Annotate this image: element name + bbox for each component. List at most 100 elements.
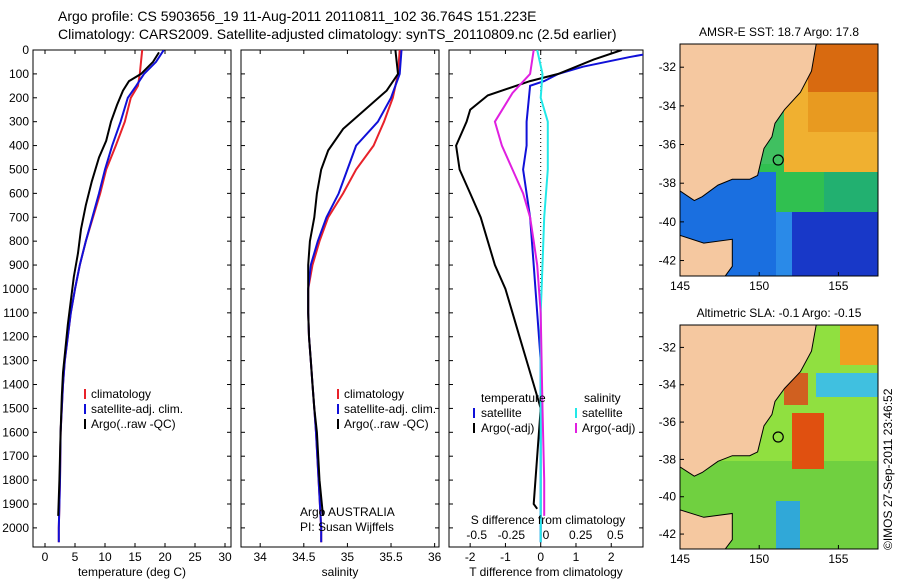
heatmap-cell	[848, 541, 856, 549]
heatmap-cell	[728, 268, 736, 276]
y-tick-label: 400	[9, 139, 29, 153]
heatmap-cell	[784, 124, 792, 132]
heatmap-cell	[776, 116, 784, 124]
heatmap-cell	[824, 244, 832, 252]
heatmap-cell	[736, 180, 744, 188]
heatmap-cell	[736, 509, 744, 517]
heatmap-cell	[760, 236, 768, 244]
heatmap-cell	[760, 180, 768, 188]
heatmap-cell	[752, 220, 760, 228]
heatmap-cell	[872, 68, 878, 76]
heatmap-cell	[848, 493, 856, 501]
heatmap-cell	[864, 260, 872, 268]
heatmap-cell	[792, 405, 800, 413]
heatmap-cell	[856, 485, 864, 493]
heatmap-cell	[848, 357, 856, 365]
heatmap-cell	[816, 397, 824, 405]
heatmap-cell	[872, 164, 878, 172]
heatmap-cell	[816, 220, 824, 228]
heatmap-cell	[776, 445, 784, 453]
heatmap-cell	[864, 365, 872, 373]
heatmap-cell	[832, 485, 840, 493]
legend-label: salinity	[584, 391, 621, 405]
panel-differences-frame	[448, 49, 644, 548]
heatmap-cell	[784, 517, 792, 525]
heatmap-cell	[776, 469, 784, 477]
y-tick-label: 1700	[2, 449, 29, 463]
legend-label: climatology	[344, 387, 404, 401]
heatmap-cell	[872, 501, 878, 509]
heatmap-cell	[856, 349, 864, 357]
y-tick-label: 500	[9, 162, 29, 176]
heatmap-cell	[840, 116, 848, 124]
heatmap-cell	[840, 124, 848, 132]
heatmap-cell	[864, 349, 872, 357]
heatmap-cell	[736, 204, 744, 212]
heatmap-cell	[776, 204, 784, 212]
heatmap-cell	[776, 541, 784, 549]
heatmap-cell	[832, 196, 840, 204]
heatmap-cell	[864, 148, 872, 156]
heatmap-cell	[800, 204, 808, 212]
heatmap-cell	[840, 461, 848, 469]
heatmap-cell	[864, 461, 872, 469]
heatmap-cell	[728, 469, 736, 477]
heatmap-cell	[728, 509, 736, 517]
heatmap-cell	[784, 477, 792, 485]
heatmap-cell	[696, 220, 704, 228]
heatmap-cell	[720, 485, 728, 493]
heatmap-cell	[712, 188, 720, 196]
heatmap-cell	[816, 469, 824, 477]
heatmap-cell	[872, 541, 878, 549]
heatmap-cell	[848, 148, 856, 156]
heatmap-cell	[728, 196, 736, 204]
heatmap-cell	[824, 92, 832, 100]
heatmap-cell	[832, 268, 840, 276]
heatmap-cell	[720, 220, 728, 228]
heatmap-cell	[800, 252, 808, 260]
heatmap-cell	[768, 453, 776, 461]
x-tick-label: 1	[573, 550, 580, 564]
heatmap-cell	[784, 485, 792, 493]
legend-label: Argo(..raw -QC)	[344, 417, 429, 431]
heatmap-cell	[800, 220, 808, 228]
heatmap-cell	[768, 429, 776, 437]
heatmap-cell	[840, 140, 848, 148]
heatmap-cell	[752, 180, 760, 188]
figure-title-line-1: Argo profile: CS 5903656_19 11-Aug-2011 …	[58, 8, 537, 24]
heatmap-cell	[776, 485, 784, 493]
heatmap-cell	[800, 124, 808, 132]
heatmap-cell	[688, 493, 696, 501]
heatmap-cell	[816, 260, 824, 268]
heatmap-cell	[848, 437, 856, 445]
x-tick-label: 0	[537, 550, 544, 564]
x-tick-label: 155	[828, 279, 848, 293]
argo-position-marker	[772, 431, 784, 443]
heatmap-cell	[800, 533, 808, 541]
heatmap-cell	[800, 365, 808, 373]
heatmap-cell	[824, 164, 832, 172]
heatmap-cell	[760, 252, 768, 260]
heatmap-cell	[768, 228, 776, 236]
heatmap-cell	[832, 413, 840, 421]
heatmap-cell	[832, 397, 840, 405]
heatmap-cell	[752, 501, 760, 509]
heatmap-cell	[864, 333, 872, 341]
heatmap-cell	[736, 517, 744, 525]
heatmap-cell	[760, 268, 768, 276]
heatmap-cell	[864, 469, 872, 477]
heatmap-cell	[744, 461, 752, 469]
heatmap-cell	[744, 268, 752, 276]
x-tick-label: 34	[254, 550, 268, 564]
heatmap-cell	[776, 212, 784, 220]
heatmap-cell	[784, 204, 792, 212]
heatmap-cell	[744, 220, 752, 228]
heatmap-cell	[808, 220, 816, 228]
heatmap-cell	[840, 501, 848, 509]
heatmap-cell	[784, 156, 792, 164]
heatmap-cell	[824, 397, 832, 405]
heatmap-cell	[856, 365, 864, 373]
heatmap-cell	[680, 501, 688, 509]
heatmap-cell	[800, 268, 808, 276]
heatmap-cell	[784, 493, 792, 501]
